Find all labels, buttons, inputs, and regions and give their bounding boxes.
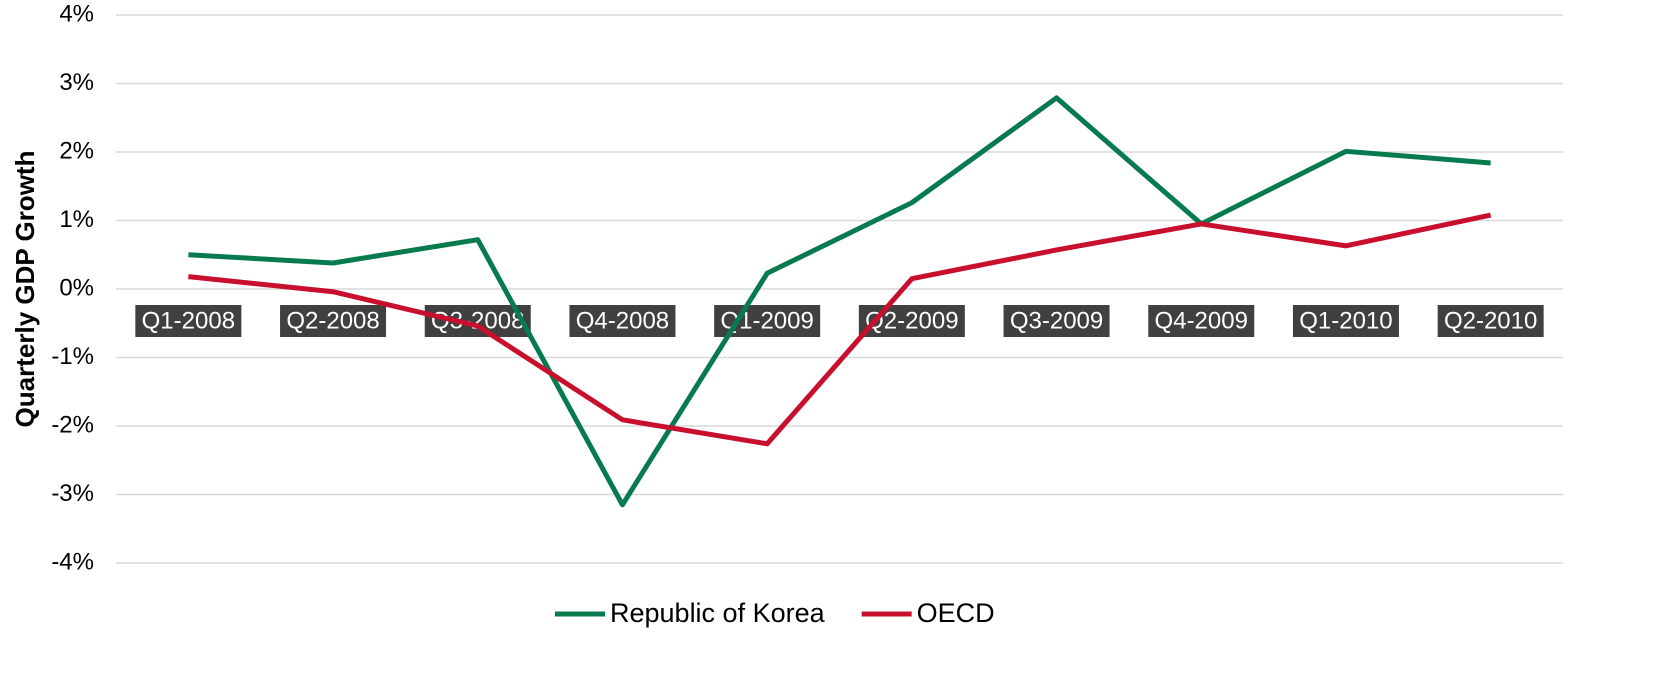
y-tick-label: -3% bbox=[51, 480, 94, 507]
line-series bbox=[188, 212, 1492, 447]
y-tick-label: 0% bbox=[59, 274, 94, 301]
y-tick-label: 1% bbox=[59, 206, 94, 233]
x-tick-box bbox=[1292, 305, 1399, 337]
y-tick-label: 4% bbox=[59, 0, 94, 27]
x-tick-box bbox=[424, 305, 531, 337]
x-tick-label: Q3-2009 bbox=[1010, 307, 1103, 334]
x-tick-label: Q4-2008 bbox=[576, 307, 669, 334]
x-tick-label: Q2-2010 bbox=[1444, 307, 1537, 334]
x-tick-label: Q2-2008 bbox=[286, 307, 379, 334]
y-tick-label: -2% bbox=[51, 411, 94, 438]
y-axis-title: Quarterly GDP Growth bbox=[10, 151, 40, 428]
x-tick-box bbox=[1003, 305, 1110, 337]
x-tick-label: Q3-2008 bbox=[431, 307, 524, 334]
x-tick-box bbox=[280, 305, 387, 337]
y-tick-label: 3% bbox=[59, 69, 94, 96]
x-tick-box bbox=[1437, 305, 1544, 337]
line-series bbox=[188, 95, 1491, 508]
legend-label: Republic of Korea bbox=[610, 598, 826, 628]
x-tick-box bbox=[569, 305, 676, 337]
y-tick-label: -1% bbox=[51, 343, 94, 370]
x-tick-label: Q2-2009 bbox=[865, 307, 958, 334]
y-tick-label: 2% bbox=[59, 137, 94, 164]
x-tick-box bbox=[135, 305, 242, 337]
x-tick-label: Q1-2008 bbox=[142, 307, 235, 334]
y-tick-label: -4% bbox=[51, 548, 94, 575]
x-tick-label: Q1-2010 bbox=[1299, 307, 1392, 334]
legend-label: OECD bbox=[917, 598, 995, 628]
x-tick-box bbox=[1148, 305, 1255, 337]
x-tick-label: Q4-2009 bbox=[1155, 307, 1248, 334]
